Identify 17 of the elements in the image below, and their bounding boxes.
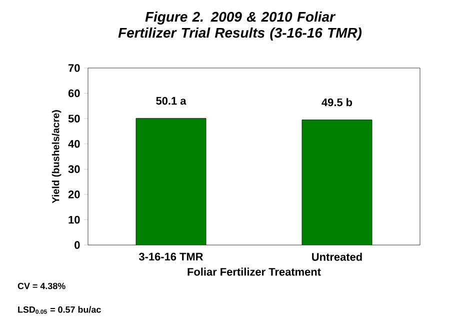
- y-tick-label: 70: [68, 64, 80, 72]
- y-tick-label: 40: [68, 140, 80, 148]
- x-tick-label: 3-16-16 TMR: [138, 252, 204, 261]
- data-label: 50.1 a: [156, 96, 186, 105]
- y-tick-label: 0: [74, 241, 80, 249]
- y-tick-label: 20: [68, 190, 80, 198]
- y-tick-label: 30: [68, 165, 80, 174]
- chart-title: Figure 2. 2009 & 2010 Foliar Fertilizer Trial Results (3-16-16 TMR): [118, 12, 362, 40]
- x-tick-label: Untreated: [312, 252, 362, 261]
- text: LSD$_{0.05}$ = 0.57 bu/ac: [18, 306, 101, 314]
- data-label: 49.5 b: [322, 98, 352, 106]
- y-tick-label: 60: [68, 89, 80, 98]
- y-tick-label: 10: [68, 216, 80, 224]
- y-tick-label: 50: [68, 114, 80, 122]
- y-axis-title: Yield (bushels/acre): [52, 110, 62, 204]
- x-axis-title: Foliar Fertilizer Treatment: [188, 268, 321, 276]
- text: CV = 4.38%: [18, 282, 66, 290]
